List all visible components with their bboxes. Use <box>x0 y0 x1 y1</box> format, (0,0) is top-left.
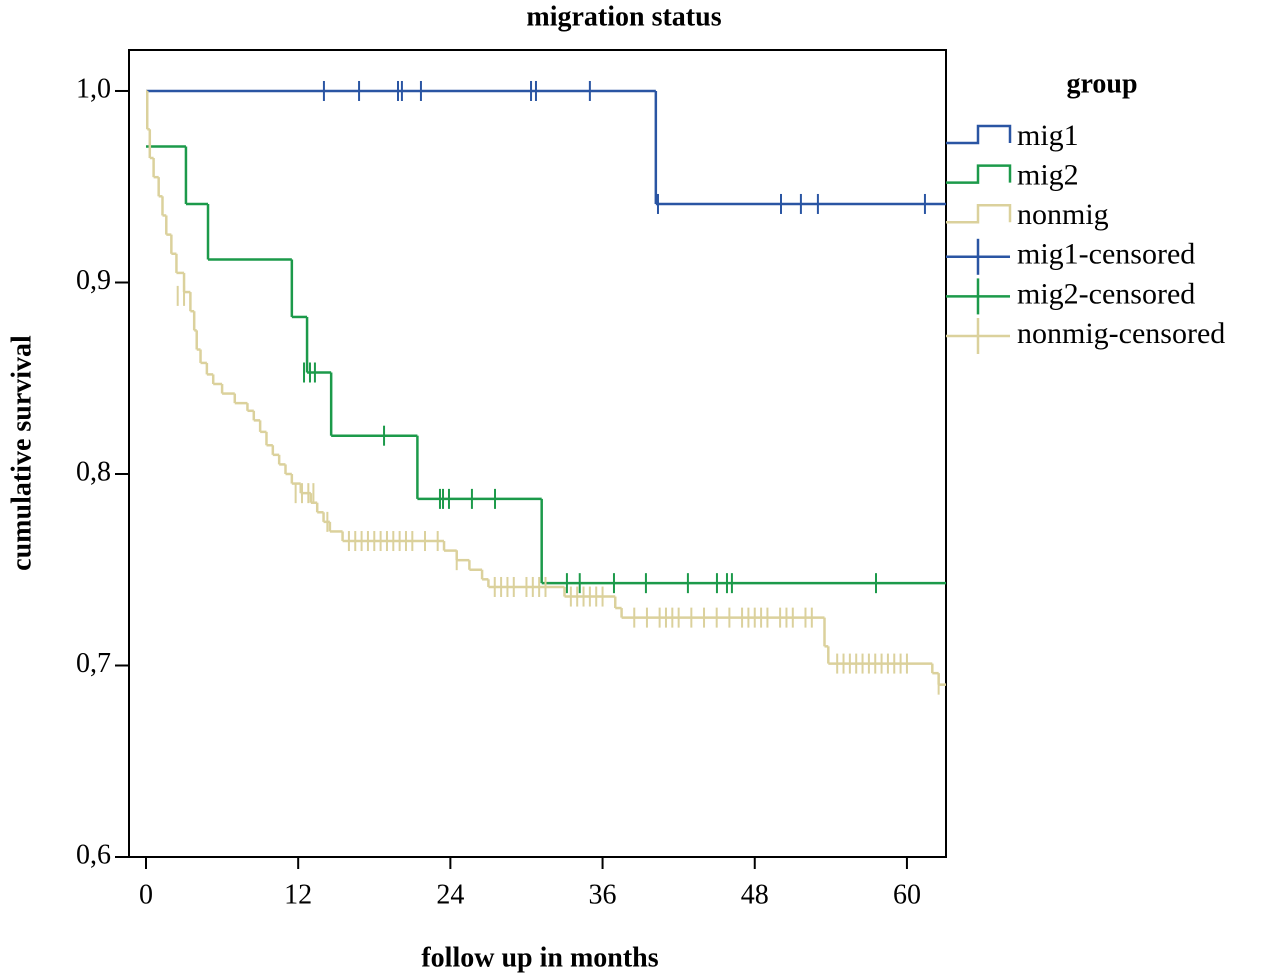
x-tick-label: 0 <box>139 879 153 910</box>
y-axis-label: cumulative survival <box>6 335 37 571</box>
x-tick-label: 36 <box>589 879 617 910</box>
plot-frame <box>128 49 947 858</box>
y-tick-label: 1,0 <box>76 73 111 104</box>
x-tick-label: 48 <box>741 879 769 910</box>
y-tick-label: 0,9 <box>76 265 111 296</box>
y-tick-label: 0,6 <box>76 839 111 870</box>
x-tick-label: 60 <box>893 879 921 910</box>
legend-icon <box>946 164 1012 184</box>
legend-label: mig2-censored <box>1017 277 1195 310</box>
legend-label: mig1 <box>1017 119 1079 152</box>
x-tick-label: 12 <box>284 879 312 910</box>
y-tick-label: 0,7 <box>76 648 111 679</box>
y-tick-label: 0,8 <box>76 456 111 487</box>
chart-title: migration status <box>526 1 721 32</box>
legend-icon <box>946 124 1012 145</box>
legend-title: group <box>1066 68 1137 99</box>
legend-label: nonmig-censored <box>1017 317 1225 350</box>
x-tick-label: 24 <box>436 879 464 910</box>
legend-icon <box>946 203 1012 224</box>
x-axis-label: follow up in months <box>421 942 658 973</box>
legend-label: mig2 <box>1017 158 1079 191</box>
legend-label: mig1-censored <box>1017 238 1195 271</box>
legend-label: nonmig <box>1017 198 1109 231</box>
